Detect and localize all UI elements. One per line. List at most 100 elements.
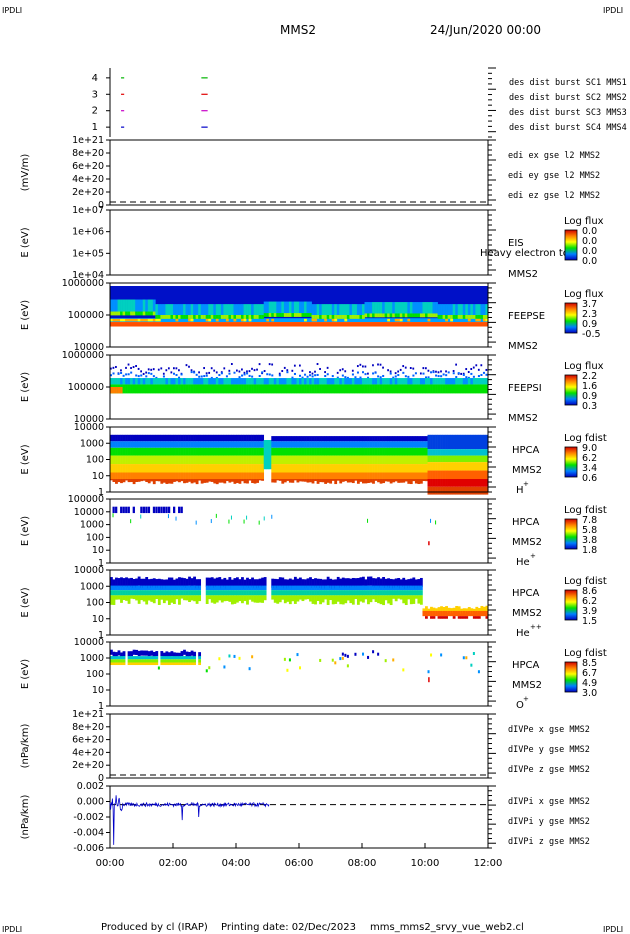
spectrogram-cell — [115, 378, 118, 385]
spectrogram-cell — [379, 363, 382, 366]
spectrogram-cell — [288, 590, 292, 596]
spectrogram-cell — [233, 472, 237, 479]
spectrogram-cell — [215, 378, 219, 385]
spectrogram-cell — [457, 449, 461, 456]
spectrogram-cell — [351, 315, 355, 319]
spectrogram-cell — [334, 455, 338, 465]
spectrogram-cell — [417, 378, 421, 385]
spectrogram-cell — [414, 384, 418, 394]
spectrogram-cell — [117, 299, 121, 314]
spectrogram-cell — [253, 464, 257, 473]
spectrogram-cell — [185, 447, 189, 456]
spectrogram-cell — [160, 434, 164, 442]
spectrogram-cell — [480, 304, 484, 319]
spectrogram-cell — [351, 472, 355, 479]
spectrogram-cell — [356, 472, 360, 479]
spectrogram-cell — [150, 372, 153, 375]
spectrogram-cell — [205, 472, 209, 479]
spectrogram-cell — [414, 447, 418, 456]
spectrogram-cell — [291, 384, 295, 394]
spectrogram-cell — [311, 464, 315, 473]
spectrogram-cell — [326, 441, 330, 448]
spectrogram-cell — [145, 577, 149, 587]
spectrogram-cell — [281, 447, 285, 456]
hpca_h-colorbar — [564, 446, 578, 478]
spectrogram-cell — [236, 304, 239, 319]
spectrogram-cell — [130, 384, 133, 394]
spectrogram-cell — [276, 579, 280, 589]
spectrogram-cell — [430, 479, 433, 487]
hpca_o-ytick-label: 10 — [92, 685, 104, 696]
spectrogram-cell — [399, 302, 403, 317]
spectrogram-cell — [180, 590, 184, 596]
spectrogram-cell — [354, 590, 358, 596]
spectrogram-cell — [140, 370, 143, 373]
spectrogram-cell — [412, 585, 416, 591]
spectrogram-cell — [460, 378, 464, 385]
spectrogram-cell — [435, 608, 438, 614]
spectrogram-cell — [316, 447, 320, 456]
spectrogram-cell — [356, 378, 360, 385]
spectrogram-cell — [409, 302, 413, 317]
spectrogram-cell — [339, 472, 343, 479]
header-spacecraft: MMS2 — [280, 23, 316, 37]
spectrogram-cell — [248, 378, 252, 385]
spectrogram-cell — [470, 455, 474, 463]
spectrogram-cell — [263, 384, 267, 394]
spectrogram-cell — [223, 384, 227, 394]
spectrogram-cell — [283, 301, 287, 316]
spectrogram-cell — [394, 590, 398, 596]
spectrogram-cell — [135, 479, 139, 482]
spectrogram-cell — [271, 578, 275, 588]
spectrogram-cell — [346, 441, 350, 448]
spectrogram-cell — [256, 441, 259, 448]
spectrogram-cell — [185, 304, 189, 319]
spectrogram-cell — [435, 449, 438, 456]
spectrogram-cell — [152, 368, 155, 371]
spectrogram-cell — [122, 318, 126, 322]
spectrogram-cell — [367, 585, 370, 591]
spectrogram-cell — [412, 302, 416, 317]
spectrogram-cell — [470, 449, 474, 456]
spectrogram-cell — [339, 436, 343, 442]
spectrogram-cell — [160, 590, 164, 596]
spectrogram-cell — [198, 315, 202, 319]
spectrogram-cell — [341, 455, 345, 465]
feepsi-colorbar-title: Log flux — [564, 361, 604, 372]
spectrogram-cell — [228, 595, 232, 602]
spectrogram-cell — [432, 434, 436, 450]
spectrogram-cell — [132, 447, 136, 456]
spectrogram-cell — [175, 441, 179, 448]
spectrogram-cell — [334, 479, 338, 485]
spectrogram-cell — [208, 447, 212, 456]
spectrogram-cell — [236, 585, 239, 591]
spectrogram-cell — [137, 367, 140, 370]
spectrogram-cell — [382, 576, 385, 587]
spectrogram-cell — [331, 590, 335, 596]
spectrogram-cell — [392, 376, 395, 379]
time-tick-label: 12:00 — [474, 858, 503, 869]
spectrogram-cell — [412, 436, 416, 442]
spectrogram-cell — [445, 378, 448, 385]
divpe-ytick-label: 6e+20 — [72, 735, 104, 746]
spectrogram-cell — [286, 472, 290, 479]
spectrogram-cell — [321, 590, 325, 596]
eis-colorbar-tick: 0.0 — [582, 246, 597, 257]
spectrogram-cell — [472, 366, 475, 369]
spectrogram-cell — [198, 464, 202, 473]
spectrogram-cell — [278, 378, 282, 385]
spectrogram-cell — [170, 659, 174, 663]
spectrogram-cell — [341, 315, 345, 319]
edi-ytick-label: 0 — [98, 200, 104, 211]
spectrogram-cell — [203, 378, 207, 385]
spectrogram-cell — [175, 464, 179, 473]
spectrogram-cell — [112, 579, 116, 589]
spectrogram-cell — [233, 434, 237, 442]
spectrogram-cell — [351, 441, 355, 448]
spectrogram-cell — [367, 518, 369, 523]
spectrogram-cell — [246, 441, 249, 448]
spectrogram-cell — [440, 470, 443, 479]
spectrogram-cell — [162, 464, 166, 473]
spectrogram-cell — [304, 318, 307, 322]
spectrogram-cell — [356, 595, 360, 605]
